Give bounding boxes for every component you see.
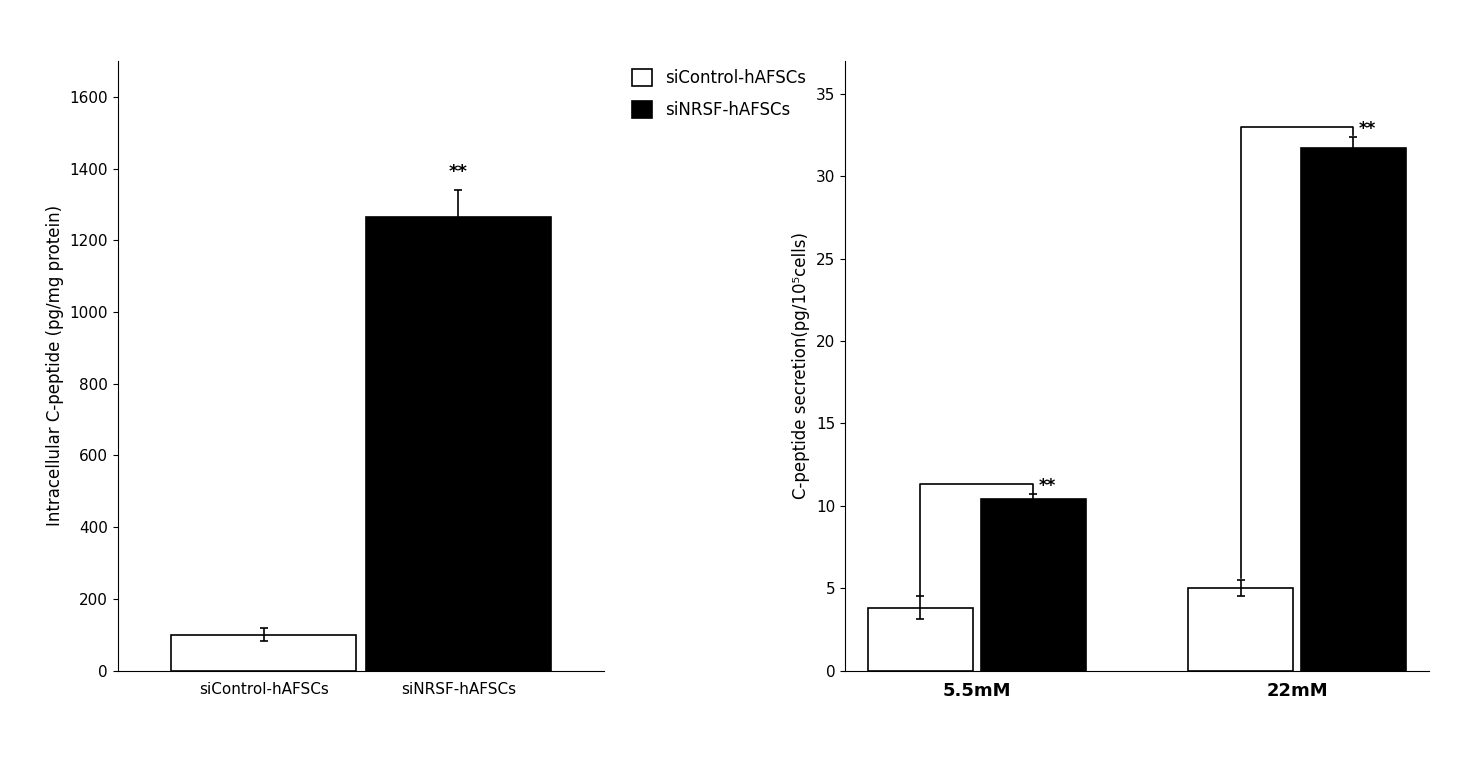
Bar xyxy=(981,499,1086,671)
Bar xyxy=(365,217,551,671)
Bar xyxy=(1187,588,1293,671)
Bar xyxy=(171,635,356,671)
Bar xyxy=(868,608,974,671)
Y-axis label: Intracellular C-peptide (pg/mg protein): Intracellular C-peptide (pg/mg protein) xyxy=(46,205,63,527)
Text: **: ** xyxy=(1038,477,1056,495)
Text: **: ** xyxy=(1360,120,1376,137)
Bar xyxy=(1301,149,1407,671)
Legend: siControl-hAFSCs, siNRSF-hAFSCs: siControl-hAFSCs, siNRSF-hAFSCs xyxy=(632,69,806,119)
Text: **: ** xyxy=(449,163,468,181)
Y-axis label: C-peptide secretion(pg/10⁵cells): C-peptide secretion(pg/10⁵cells) xyxy=(792,232,810,499)
